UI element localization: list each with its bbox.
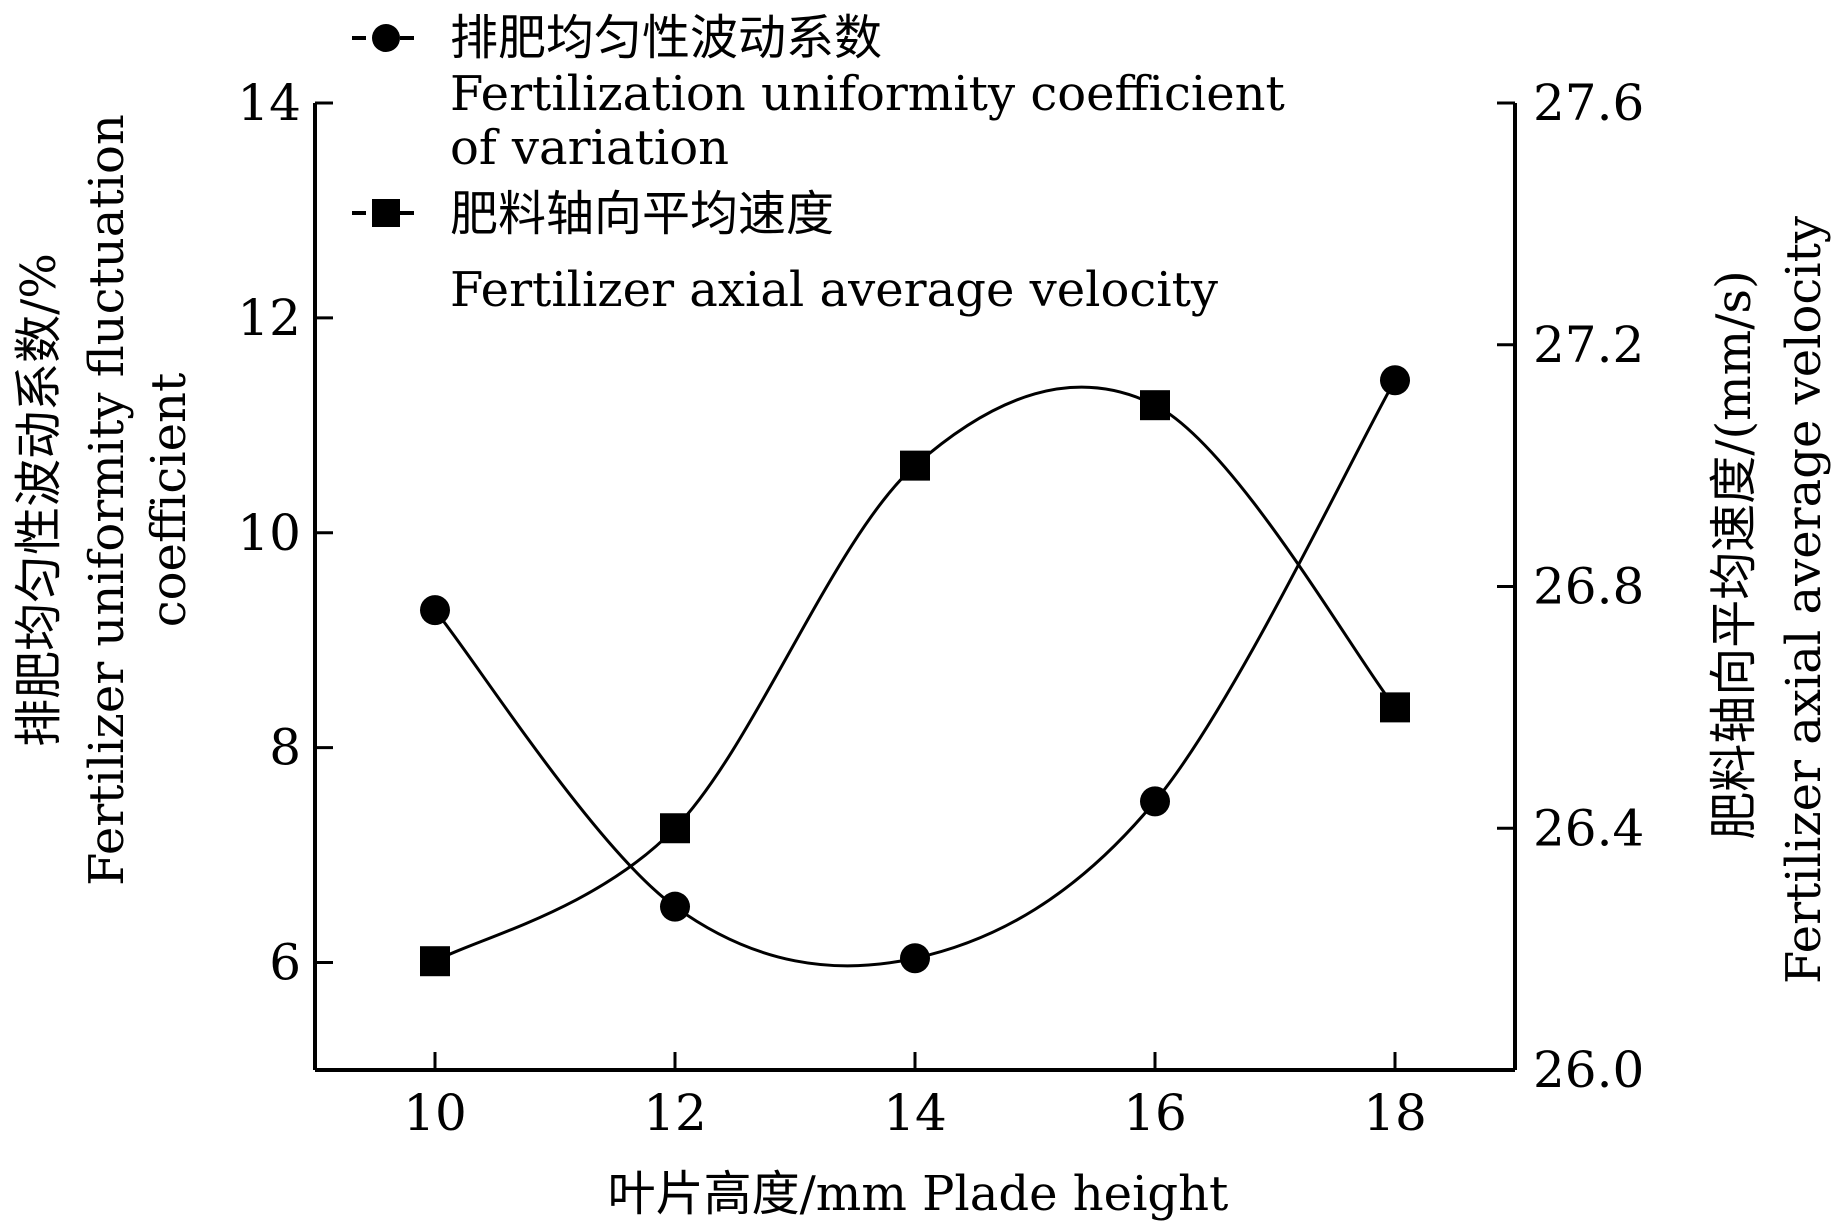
legend-label-series-1-cn: 排肥均匀性波动系数 xyxy=(450,10,882,66)
y-left-tick-label: 12 xyxy=(237,289,301,347)
y-axis-left-title-en: Fertilizer uniformity fluctuation xyxy=(79,114,135,886)
series-1-point xyxy=(1380,365,1410,396)
y-axis-right: 26.0 26.4 26.8 27.2 27.6 xyxy=(1497,74,1644,1099)
x-axis-title: 叶片高度/mm Plade height xyxy=(608,1166,1229,1222)
y-axis-right-title-en: Fertilizer axial average velocity xyxy=(1776,216,1832,984)
series-2-point xyxy=(660,813,690,844)
series-2-point xyxy=(420,946,450,977)
y-left-tick-label: 14 xyxy=(237,74,301,132)
x-tick-label: 10 xyxy=(403,1084,467,1142)
series-2-point xyxy=(900,450,930,481)
x-axis: 10 12 14 16 18 xyxy=(403,1052,1427,1142)
y-left-tick-label: 10 xyxy=(237,504,301,562)
legend-label-series-2-en: Fertilizer axial average velocity xyxy=(450,262,1218,318)
y-right-tick-label: 26.8 xyxy=(1533,558,1644,616)
y-right-tick-label: 26.4 xyxy=(1533,799,1644,857)
y-right-tick-label: 26.0 xyxy=(1533,1041,1644,1099)
plot-frame xyxy=(313,103,1517,1072)
y-right-tick-label: 27.6 xyxy=(1533,74,1644,132)
y-axis-right-title-cn: 肥料轴向平均速度/(mm/s) xyxy=(1706,270,1762,839)
series-layer xyxy=(420,365,1410,977)
y-axis-left: 6 8 10 12 14 xyxy=(237,74,333,992)
legend-marker-circle xyxy=(372,24,400,52)
y-axis-left-title-cn: 排肥均匀性波动系数/% xyxy=(11,253,67,747)
x-tick-label: 14 xyxy=(883,1084,947,1142)
x-tick-label: 16 xyxy=(1123,1084,1187,1142)
legend-label-series-1-en: Fertilization uniformity coefficient xyxy=(450,66,1285,122)
y-left-tick-label: 6 xyxy=(269,934,301,992)
series-2-point xyxy=(1140,390,1170,421)
y-right-tick-label: 27.2 xyxy=(1533,316,1644,374)
y-left-tick-label: 8 xyxy=(269,719,301,777)
series-1-point xyxy=(900,943,930,974)
legend: 排肥均匀性波动系数 Fertilization uniformity coeff… xyxy=(352,10,1285,318)
series-1-point xyxy=(660,891,690,922)
x-tick-label: 12 xyxy=(643,1084,707,1142)
legend-marker-square xyxy=(372,199,400,227)
legend-label-series-2-cn: 肥料轴向平均速度 xyxy=(450,186,834,242)
series-2-point xyxy=(1380,692,1410,723)
series-1-point xyxy=(420,595,450,626)
series-1-point xyxy=(1140,786,1170,817)
y-axis-left-title-en-2: coefficient xyxy=(141,373,197,627)
x-tick-label: 18 xyxy=(1363,1084,1427,1142)
legend-label-series-1-en-2: of variation xyxy=(450,120,729,176)
